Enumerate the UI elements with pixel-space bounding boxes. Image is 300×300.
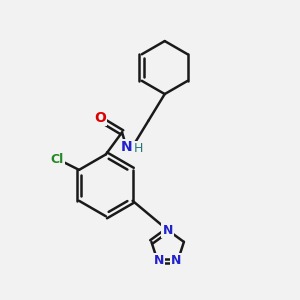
Text: N: N: [171, 254, 181, 268]
Text: N: N: [163, 224, 173, 237]
Text: Cl: Cl: [50, 153, 64, 166]
Text: N: N: [154, 254, 164, 268]
Text: N: N: [121, 140, 132, 154]
Text: O: O: [94, 111, 106, 124]
Text: H: H: [134, 142, 143, 155]
